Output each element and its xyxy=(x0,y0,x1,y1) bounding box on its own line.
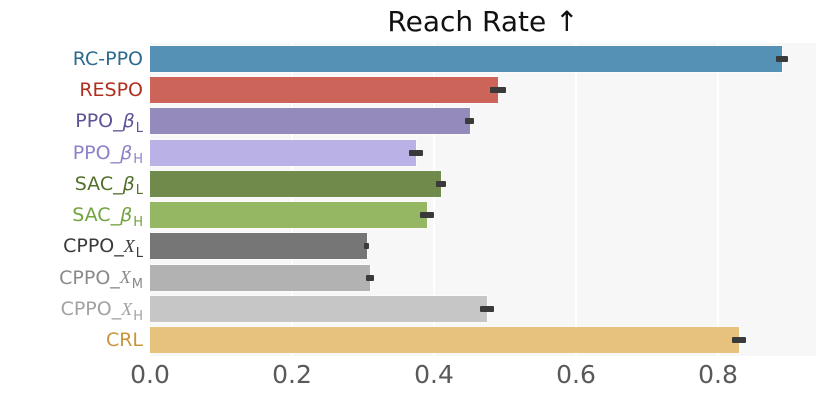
error-bar-CPPO_X_H xyxy=(480,306,495,313)
y-label-text: CPPO_ xyxy=(59,266,120,289)
y-label-subscript: L xyxy=(135,246,143,262)
y-axis-label-CPPO_X_H: CPPO_ X H xyxy=(0,293,143,324)
y-label-subscript: L xyxy=(135,120,143,136)
y-axis-label-RESPO: RESPO xyxy=(0,74,143,105)
bar-CPPO_X_M xyxy=(148,263,372,292)
y-label-subscript: H xyxy=(133,214,143,230)
chart-title: Reach Rate ↑ xyxy=(387,5,579,38)
y-label-symbol: X xyxy=(119,267,131,288)
error-bar-PPO_b_H xyxy=(409,149,424,156)
bar-SAC_b_L xyxy=(148,169,443,198)
y-axis-label-SAC_b_H: SAC_ β H xyxy=(0,200,143,231)
y-label-symbol: X xyxy=(123,235,135,256)
y-label-symbol: β xyxy=(122,110,135,133)
y-axis-label-SAC_b_L: SAC_ β L xyxy=(0,168,143,199)
y-axis-label-CPPO_X_M: CPPO_ X M xyxy=(0,262,143,293)
y-label-symbol: β xyxy=(122,172,135,195)
y-label-text: CPPO_ xyxy=(60,298,122,321)
x-tick-label-0.6: 0.6 xyxy=(556,360,596,389)
bar-CPPO_X_L xyxy=(149,232,368,261)
error-bar-CPPO_X_M xyxy=(365,274,375,281)
x-tick-label-0.8: 0.8 xyxy=(698,360,738,389)
y-label-text: PPO_ xyxy=(72,141,121,164)
y-label-text: PPO_ xyxy=(75,110,123,133)
y-label-text: RC-PPO xyxy=(72,47,143,70)
bar-CPPO_X_H xyxy=(148,295,489,324)
gridline-0.6 xyxy=(575,43,577,356)
y-label-symbol: X xyxy=(121,298,133,319)
error-bar-SAC_b_H xyxy=(419,212,434,219)
y-axis-label-PPO_b_L: PPO_ β L xyxy=(0,106,143,137)
y-label-text: SAC_ xyxy=(74,172,123,195)
bar-PPO_b_H xyxy=(148,138,418,167)
error-bar-RESPO xyxy=(490,86,506,93)
error-bar-SAC_b_L xyxy=(436,180,447,187)
y-label-text: CPPO_ xyxy=(63,235,124,258)
x-tick-label-0.0: 0.0 xyxy=(130,360,170,389)
y-label-subscript: L xyxy=(135,183,143,199)
y-label-subscript: H xyxy=(133,308,143,324)
x-tick-label-0.4: 0.4 xyxy=(414,360,454,389)
y-axis-label-CPPO_X_L: CPPO_ X L xyxy=(0,231,143,262)
gridline-0.4 xyxy=(433,43,435,356)
plot-area xyxy=(148,43,816,356)
gridline-0.8 xyxy=(717,43,720,356)
y-label-subscript: M xyxy=(131,277,143,293)
gridline-0.2 xyxy=(291,43,293,356)
error-bar-RC-PPO xyxy=(776,55,788,62)
x-tick-label-0.2: 0.2 xyxy=(272,360,312,389)
y-label-symbol: β xyxy=(120,204,133,227)
y-label-symbol: β xyxy=(120,141,133,164)
y-axis-label-RC-PPO: RC-PPO xyxy=(0,43,143,74)
bar-PPO_b_L xyxy=(149,107,471,136)
bar-RC-PPO xyxy=(149,44,783,73)
bar-SAC_b_H xyxy=(149,201,428,230)
error-bar-CRL xyxy=(732,337,747,344)
y-label-text: RESPO xyxy=(79,78,143,101)
bar-CRL xyxy=(148,326,741,355)
y-axis-label-PPO_b_H: PPO_ β H xyxy=(0,137,143,168)
error-bar-PPO_b_L xyxy=(464,118,475,125)
error-bar-CPPO_X_L xyxy=(364,243,369,250)
bar-RESPO xyxy=(149,75,499,104)
y-label-text: SAC_ xyxy=(72,204,121,227)
y-label-text: CRL xyxy=(105,329,143,352)
y-axis-label-CRL: CRL xyxy=(0,325,143,356)
y-label-subscript: H xyxy=(133,152,143,168)
